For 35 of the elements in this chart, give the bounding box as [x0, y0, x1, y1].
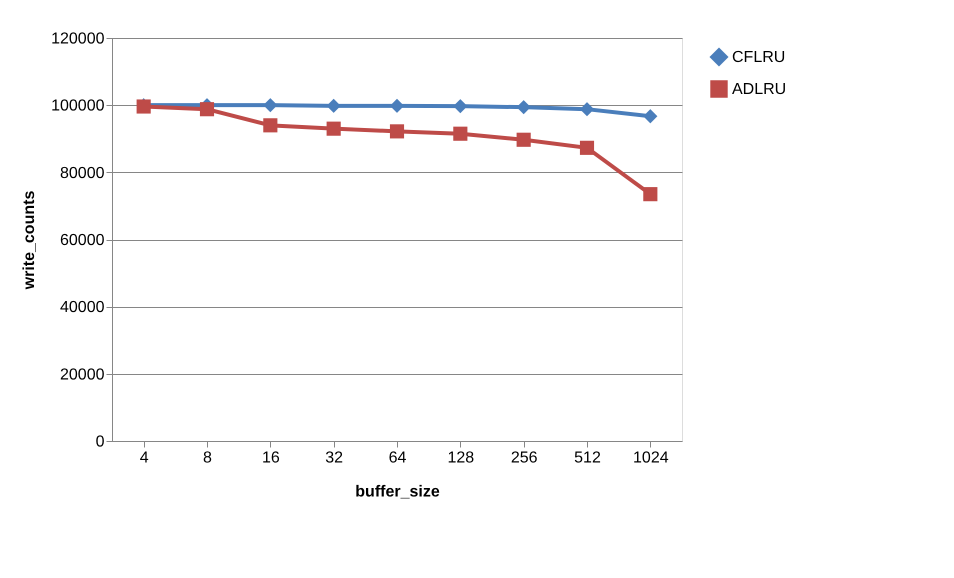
- point: [390, 124, 404, 138]
- y-tick-label: 40000: [60, 299, 105, 316]
- point: [643, 187, 658, 202]
- point: [453, 126, 468, 141]
- y-tick-label: 20000: [60, 366, 105, 384]
- y-tick-label: 100000: [51, 98, 105, 115]
- point: [263, 98, 278, 112]
- x-tick-label: 4: [140, 450, 149, 466]
- x-tick-label: 16: [262, 450, 280, 466]
- y-axis-title: write_counts: [21, 190, 38, 290]
- point: [580, 102, 594, 116]
- y-tick-label: 120000: [51, 30, 105, 48]
- x-tick-label: 64: [388, 450, 406, 466]
- x-tick-label: 32: [325, 450, 344, 466]
- y-tick-label: 0: [96, 434, 105, 450]
- x-tick-label: 512: [574, 450, 601, 466]
- point: [390, 98, 404, 113]
- x-tick-label: 128: [447, 450, 474, 466]
- point: [263, 118, 278, 132]
- y-tick-label: 80000: [60, 164, 105, 182]
- legend-label: CFLRU: [732, 49, 786, 66]
- x-tick-label: 1024: [633, 450, 669, 466]
- legend-label: ADLRU: [732, 81, 786, 98]
- x-tick-label: 256: [510, 450, 538, 466]
- y-tick-label: 60000: [60, 232, 105, 249]
- point: [326, 122, 341, 136]
- point: [580, 140, 594, 155]
- x-axis-title: buffer_size: [355, 484, 440, 500]
- x-tick-label: 8: [203, 450, 212, 466]
- point: [516, 132, 531, 147]
- point: [326, 98, 341, 113]
- point: [200, 102, 214, 116]
- point: [516, 100, 531, 114]
- point: [643, 109, 658, 124]
- point: [453, 99, 468, 114]
